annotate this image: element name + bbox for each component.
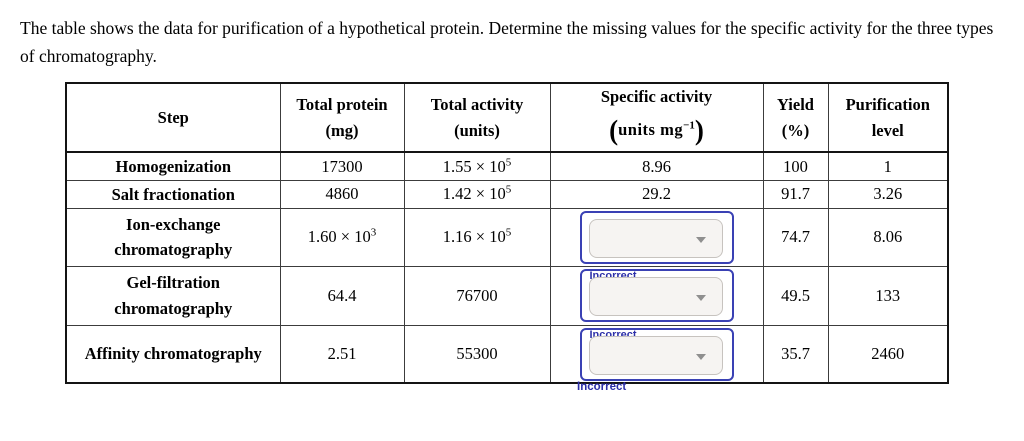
value: 1.42 × 10	[442, 184, 506, 204]
purification-level-cell: 8.06	[827, 207, 949, 267]
total-protein-cell: 64.4	[279, 265, 405, 326]
total-protein-cell: 1.60 × 103	[279, 207, 405, 267]
question-text: The table shows the data for purificatio…	[20, 18, 994, 66]
table-row: Ion-exchange chromatography 1.60 × 103 1…	[65, 207, 949, 267]
total-activity-cell: 1.16 × 105	[403, 207, 551, 267]
incorrect-feedback: Incorrect	[577, 381, 627, 393]
table-row: Homogenization 17300 1.55 × 105 8.96 100…	[65, 151, 949, 181]
table-row: Affinity chromatography 2.51 55300 Incor…	[65, 324, 949, 384]
col-header-specific-activity: Specific activity (units mg−1)	[549, 82, 764, 154]
value-exponent: 5	[505, 226, 512, 239]
col-header-purification-level: Purification level	[827, 82, 949, 154]
value-exponent: 3	[370, 226, 377, 239]
total-activity-cell: 1.55 × 105	[403, 151, 551, 181]
close-paren: )	[694, 113, 704, 146]
total-activity-cell: 55300	[403, 324, 551, 384]
yield-cell: 49.5	[762, 265, 829, 326]
value: 2.51	[327, 344, 357, 364]
header-label: Yield	[777, 95, 814, 115]
header-label: Purification	[845, 95, 930, 115]
value: 64.4	[327, 285, 357, 305]
col-header-yield: Yield (%)	[762, 82, 829, 154]
header-unit: (units mg−1)	[553, 110, 761, 152]
specific-activity-cell: 29.2	[549, 179, 764, 209]
unit-exponent: −1	[683, 119, 695, 132]
header-unit: (%)	[781, 120, 810, 140]
header-label: Total protein	[296, 95, 388, 115]
value: 55300	[456, 344, 498, 364]
specific-activity-select[interactable]	[588, 218, 723, 258]
header-label: Specific activity	[600, 87, 713, 106]
col-header-step: Step	[65, 82, 281, 154]
specific-activity-dropdown-focus-ring: Incorrect	[579, 269, 734, 323]
total-protein-cell: 17300	[279, 151, 405, 181]
table-row: Salt fractionation 4860 1.42 × 105 29.2 …	[65, 179, 949, 209]
specific-activity-cell: Incorrect	[549, 265, 764, 326]
step-cell: Gel-filtration chromatography	[65, 265, 281, 326]
col-header-total-activity: Total activity (units)	[403, 82, 551, 154]
chevron-down-icon	[695, 236, 706, 243]
yield-cell: 74.7	[762, 207, 829, 267]
chevron-down-icon	[695, 295, 706, 302]
step-cell: Affinity chromatography	[65, 324, 281, 384]
specific-activity-cell: Incorrect	[549, 324, 764, 384]
value-exponent: 5	[505, 156, 512, 169]
header-unit: (mg)	[325, 120, 359, 140]
total-protein-cell: 4860	[279, 179, 405, 209]
value: 76700	[456, 285, 498, 305]
incorrect-feedback-clipped: Incorrect	[589, 328, 637, 341]
value: 1.55 × 10	[442, 156, 506, 176]
col-header-total-protein: Total protein (mg)	[279, 82, 405, 154]
yield-cell: 100	[762, 151, 829, 181]
specific-activity-select[interactable]	[588, 335, 723, 375]
value: 17300	[321, 156, 363, 176]
value: 1.60 × 10	[307, 227, 371, 247]
header-label: Step	[157, 107, 189, 127]
chevron-down-icon	[695, 353, 706, 360]
purification-level-cell: 2460	[827, 324, 949, 384]
step-cell: Homogenization	[65, 151, 281, 181]
specific-activity-cell	[549, 207, 764, 267]
total-activity-cell: 76700	[403, 265, 551, 326]
purification-level-cell: 1	[827, 151, 949, 181]
header-label: level	[871, 120, 904, 140]
value: 1.16 × 10	[442, 227, 506, 247]
step-cell: Ion-exchange chromatography	[65, 207, 281, 267]
header-row: Step Total protein (mg) Total activity (…	[65, 82, 949, 154]
purification-level-cell: 133	[827, 265, 949, 326]
specific-activity-dropdown-focus-ring	[579, 210, 734, 264]
specific-activity-dropdown-focus-ring: Incorrect	[579, 327, 734, 381]
value: 4860	[325, 184, 359, 204]
header-unit: (units)	[454, 120, 500, 140]
step-cell: Salt fractionation	[65, 179, 281, 209]
header-label: Total activity	[430, 95, 524, 115]
purification-level-cell: 3.26	[827, 179, 949, 209]
unit-text: units mg	[618, 119, 684, 139]
open-paren: (	[609, 113, 619, 146]
total-protein-cell: 2.51	[279, 324, 405, 384]
table-row: Gel-filtration chromatography 64.4 76700…	[65, 265, 949, 326]
total-activity-cell: 1.42 × 105	[403, 179, 551, 209]
incorrect-feedback-clipped: Incorrect	[589, 270, 637, 283]
yield-cell: 91.7	[762, 179, 829, 209]
specific-activity-select[interactable]	[588, 277, 723, 317]
purification-table: Step Total protein (mg) Total activity (…	[65, 82, 949, 385]
yield-cell: 35.7	[762, 324, 829, 384]
specific-activity-cell: 8.96	[549, 151, 764, 181]
value-exponent: 5	[505, 183, 512, 196]
